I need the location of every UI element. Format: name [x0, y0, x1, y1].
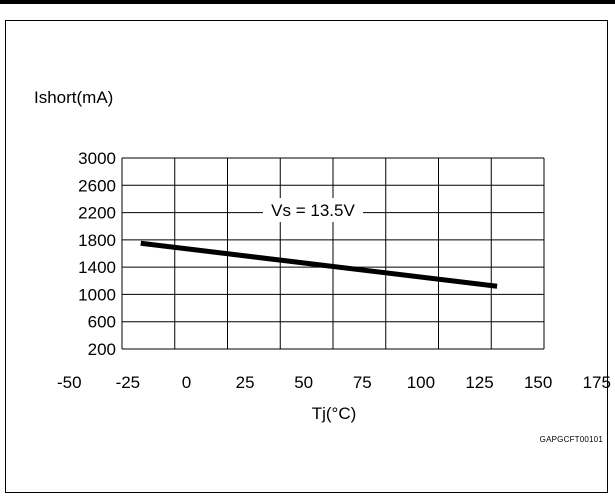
page-top-rule [0, 0, 615, 4]
y-tick-label: 200 [88, 340, 116, 359]
x-tick-label: 25 [236, 373, 255, 392]
x-tick-label: 75 [353, 373, 372, 392]
x-tick-label: 125 [465, 373, 493, 392]
x-tick-label: 150 [524, 373, 552, 392]
figure-frame [5, 20, 608, 493]
x-tick-label: 100 [407, 373, 435, 392]
series-line [140, 240, 498, 289]
figure-code: GAPGCFT00101 [539, 435, 603, 444]
y-tick-label: 1800 [78, 231, 116, 250]
y-tick-label: 2600 [78, 176, 116, 195]
y-tick-label: 1400 [78, 258, 116, 277]
x-tick-label: 50 [294, 373, 313, 392]
x-tick-label: 175 [583, 373, 611, 392]
y-tick-label: 600 [88, 313, 116, 332]
y-tick-label: 2200 [78, 204, 116, 223]
x-tick-label: -50 [57, 373, 82, 392]
x-axis-label: Tj(°C) [311, 404, 357, 423]
x-tick-label: -25 [116, 373, 141, 392]
x-tick-label: 0 [182, 373, 191, 392]
y-tick-label: 1000 [78, 285, 116, 304]
annotation-text: Vs = 13.5V [271, 201, 355, 220]
y-axis-label: Ishort(mA) [34, 88, 114, 107]
annotation-background [263, 198, 363, 222]
y-tick-label: 3000 [78, 149, 116, 168]
